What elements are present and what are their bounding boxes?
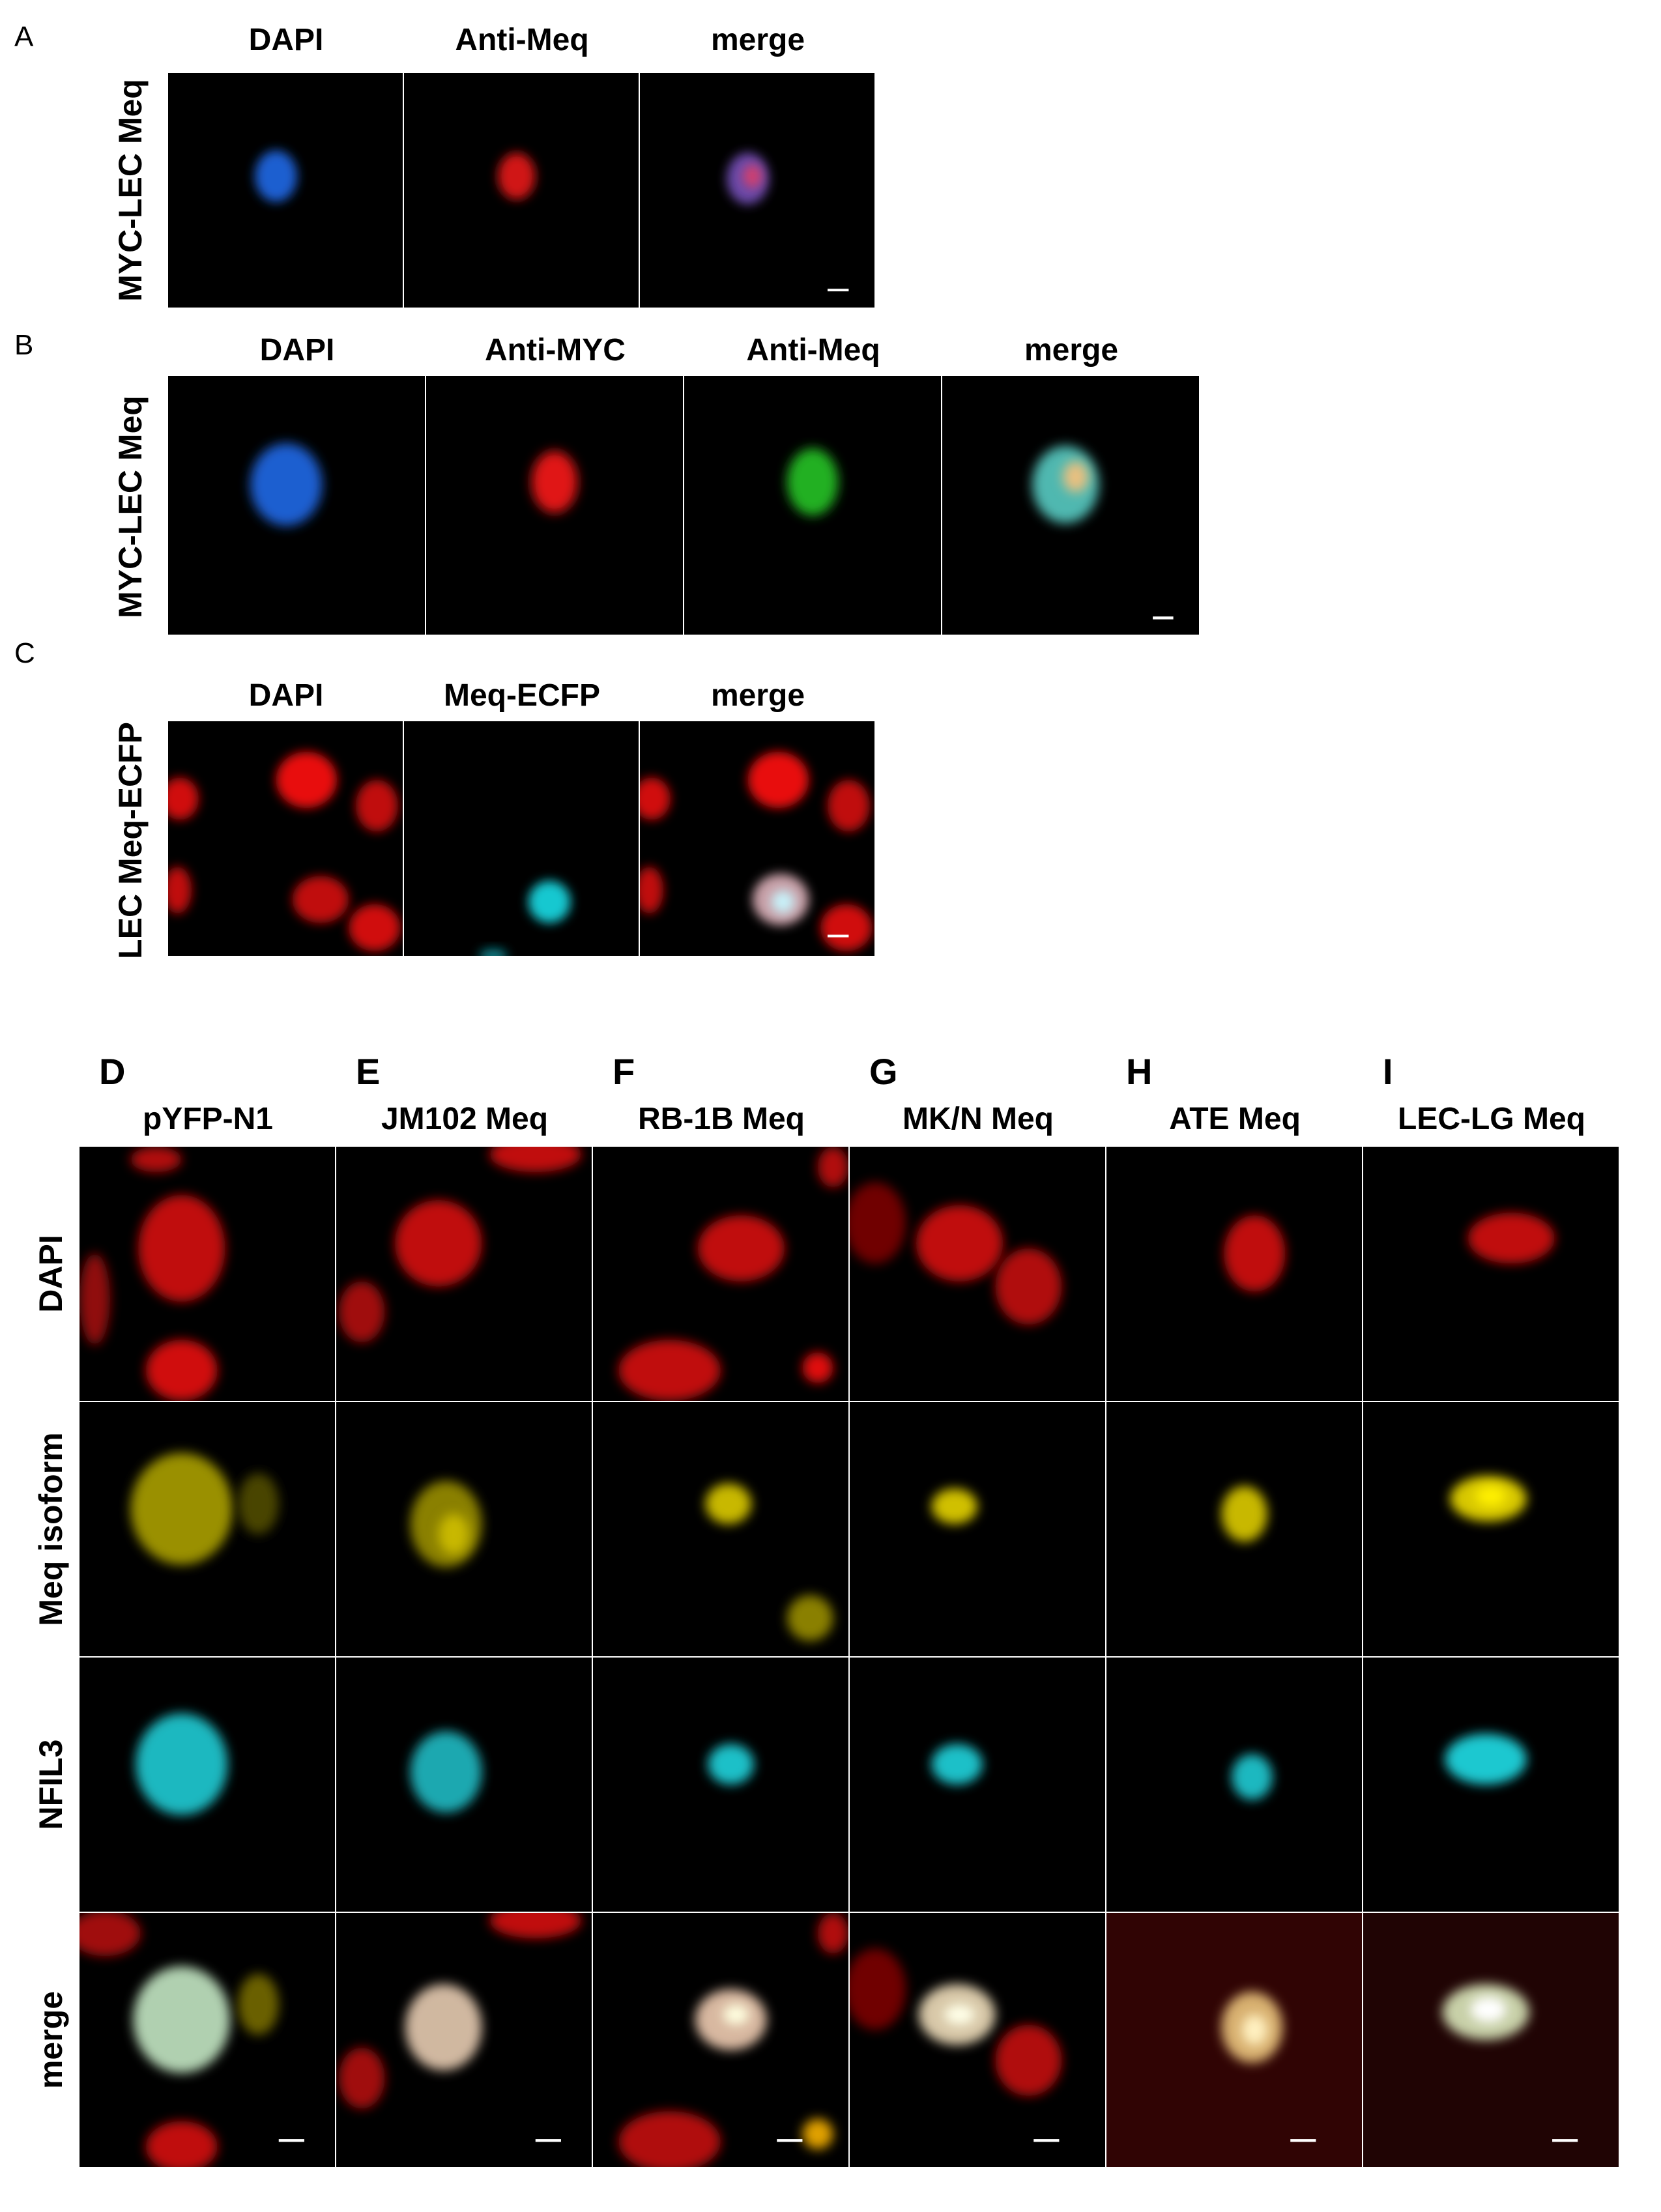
panel-c-col-title-3: merge <box>710 678 805 713</box>
grid-meq-pyfp-n1 <box>79 1402 335 1656</box>
panel-c-row-label: LEC Meq-ECFP <box>112 722 149 959</box>
grid-merge-rb-1b-meq <box>593 1913 848 2167</box>
panel-b-merge-image <box>942 376 1199 635</box>
grid-dapi-lec-lg-meq <box>1363 1147 1619 1401</box>
scale-bar <box>1552 2139 1578 2142</box>
grid-col-letter-g: G <box>869 1051 898 1092</box>
scale-bar <box>777 2139 803 2142</box>
panel-letter-c: C <box>14 637 35 669</box>
grid-col-letter-f: F <box>613 1051 635 1092</box>
nucleus-core <box>1063 461 1089 493</box>
grid-merge-pyfp-n1 <box>79 1913 335 2167</box>
grid-nfil3-ate-meq <box>1106 1658 1362 1912</box>
grid-col-letter-e: E <box>356 1051 381 1092</box>
grid-row-label-meq-isoform: Meq isoform <box>33 1432 69 1626</box>
panel-b-col-title-2: Anti-MYC <box>485 333 626 367</box>
grid-nfil3-pyfp-n1 <box>79 1658 335 1912</box>
scale-bar <box>828 289 849 292</box>
scale-bar <box>1153 616 1174 620</box>
scale-bar <box>535 2139 561 2142</box>
grid-merge-jm102-meq <box>336 1913 592 2167</box>
grid-col-title-4: MK/N Meq <box>903 1102 1054 1136</box>
panel-a-col-title-2: Anti-Meq <box>455 23 589 57</box>
grid-merge-lec-lg-meq <box>1363 1913 1619 2167</box>
grid-nfil3-jm102-meq <box>336 1658 592 1912</box>
panel-a-col-title-1: DAPI <box>248 23 324 57</box>
panel-c-merge-image <box>640 721 874 956</box>
panel-b-col-title-1: DAPI <box>259 333 335 367</box>
grid-col-letter-i: I <box>1383 1051 1393 1092</box>
panel-b-dapi-image <box>168 376 425 635</box>
panel-a-dapi-image <box>168 73 403 308</box>
nucleus <box>250 443 323 526</box>
grid-nfil3-mk-n-meq <box>850 1658 1105 1912</box>
panel-b-anti-meq-image <box>684 376 941 635</box>
nucleus <box>787 448 839 516</box>
nucleus-core <box>743 164 762 188</box>
grid-meq-jm102-meq <box>336 1402 592 1656</box>
grid-meq-lec-lg-meq <box>1363 1402 1619 1656</box>
grid-col-title-5: ATE Meq <box>1169 1102 1301 1136</box>
grid-dapi-mk-n-meq <box>850 1147 1105 1401</box>
panel-c-meq-ecfp-image <box>404 721 639 956</box>
grid-nfil3-lec-lg-meq <box>1363 1658 1619 1912</box>
nucleus <box>528 880 571 923</box>
scale-bar <box>278 2139 304 2142</box>
grid-merge-ate-meq <box>1106 1913 1362 2167</box>
grid-col-title-2: JM102 Meq <box>381 1102 549 1136</box>
grid-dapi-rb-1b-meq <box>593 1147 848 1401</box>
panel-letter-b: B <box>14 329 34 361</box>
panel-c-dapi-image <box>168 721 403 956</box>
nucleus <box>531 451 578 513</box>
grid-meq-rb-1b-meq <box>593 1402 848 1656</box>
grid-col-title-6: LEC-LG Meq <box>1398 1102 1585 1136</box>
grid-merge-mk-n-meq <box>850 1913 1105 2167</box>
grid-col-title-1: pYFP-N1 <box>142 1102 273 1136</box>
nucleus <box>498 152 536 200</box>
scale-bar <box>828 934 849 938</box>
panel-b-col-title-3: Anti-Meq <box>746 333 880 367</box>
grid-meq-mk-n-meq <box>850 1402 1105 1656</box>
grid-col-letter-d: D <box>99 1051 126 1092</box>
grid-nfil3-rb-1b-meq <box>593 1658 848 1912</box>
panel-a-row-label: MYC-LEC Meq <box>112 79 149 302</box>
panel-a-col-title-3: merge <box>710 23 805 57</box>
nucleus <box>255 150 297 202</box>
scale-bar <box>1290 2139 1316 2142</box>
grid-dapi-jm102-meq <box>336 1147 592 1401</box>
panel-letter-a: A <box>14 21 34 53</box>
grid-col-letter-h: H <box>1126 1051 1153 1092</box>
panel-c-col-title-1: DAPI <box>248 678 324 713</box>
panel-b-anti-myc-image <box>426 376 683 635</box>
grid-row-label-dapi: DAPI <box>33 1235 69 1313</box>
grid-row-label-merge: merge <box>33 1990 69 2090</box>
grid-col-title-3: RB-1B Meq <box>637 1102 805 1136</box>
panel-a-anti-meq-image <box>404 73 639 308</box>
grid-meq-ate-meq <box>1106 1402 1362 1656</box>
grid-dapi-pyfp-n1 <box>79 1147 335 1401</box>
scale-bar <box>1033 2139 1060 2142</box>
panel-b-col-title-4: merge <box>1024 333 1119 367</box>
panel-b-row-label: MYC-LEC Meq <box>112 395 149 618</box>
grid-dapi-ate-meq <box>1106 1147 1362 1401</box>
panel-a-merge-image <box>640 73 874 308</box>
grid-row-label-nfil3: NFIL3 <box>33 1739 69 1830</box>
panel-c-col-title-2: Meq-ECFP <box>444 678 600 713</box>
